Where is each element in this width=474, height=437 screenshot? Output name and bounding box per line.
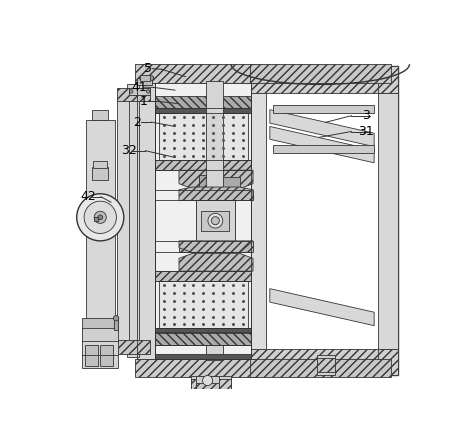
Bar (155, 354, 251, 359)
Bar (155, 83, 251, 359)
Bar (135, 64, 256, 83)
Circle shape (77, 194, 124, 241)
Bar (128, 88, 150, 94)
Polygon shape (179, 187, 253, 201)
Circle shape (145, 76, 149, 80)
Text: 1: 1 (140, 95, 147, 108)
Bar (155, 96, 251, 110)
Bar (82, 318, 118, 330)
Circle shape (113, 316, 119, 321)
Bar (179, 241, 253, 252)
Bar (196, 201, 235, 241)
Text: 5: 5 (144, 62, 152, 75)
Polygon shape (179, 253, 253, 271)
Bar (199, 175, 219, 189)
Bar (155, 332, 251, 345)
Bar (82, 341, 118, 368)
Bar (140, 75, 150, 81)
Circle shape (211, 217, 219, 225)
Bar (377, 66, 398, 93)
Bar (155, 160, 251, 170)
Bar (137, 78, 152, 85)
Text: 41: 41 (131, 80, 147, 94)
Bar (155, 271, 251, 281)
Bar (196, 383, 219, 389)
Polygon shape (270, 126, 374, 163)
Bar (196, 201, 235, 241)
Bar (117, 88, 150, 101)
Bar (137, 83, 155, 359)
Polygon shape (179, 170, 253, 189)
Bar (159, 113, 248, 160)
Bar (377, 349, 398, 375)
Bar (250, 64, 391, 83)
Bar (91, 110, 109, 120)
Bar (117, 100, 128, 342)
Circle shape (98, 215, 102, 220)
Circle shape (140, 76, 145, 80)
Text: 42: 42 (80, 190, 96, 203)
Bar (196, 376, 219, 389)
Text: 31: 31 (358, 125, 374, 138)
Bar (191, 379, 231, 389)
Polygon shape (250, 66, 398, 375)
Text: 3: 3 (362, 109, 370, 122)
Bar (94, 217, 98, 222)
Circle shape (129, 90, 133, 93)
Bar (155, 108, 251, 113)
Bar (179, 190, 253, 201)
Bar (155, 328, 251, 333)
Bar (91, 167, 109, 180)
Bar (86, 120, 115, 320)
Bar (250, 349, 398, 375)
Bar (100, 345, 113, 366)
Bar (317, 358, 336, 372)
Bar (93, 161, 107, 167)
Bar (135, 359, 256, 377)
Bar (250, 359, 391, 377)
Bar (201, 211, 229, 231)
Bar (206, 81, 223, 361)
Bar (114, 316, 118, 330)
Bar (85, 345, 98, 366)
Text: 32: 32 (121, 144, 137, 157)
Bar (199, 177, 219, 191)
Bar (219, 177, 239, 191)
Circle shape (146, 90, 150, 93)
Circle shape (84, 201, 117, 233)
Bar (377, 93, 398, 349)
Bar (159, 281, 248, 328)
Bar (82, 328, 118, 342)
Bar (250, 66, 398, 93)
Bar (128, 88, 150, 94)
Bar (273, 145, 374, 153)
Polygon shape (179, 241, 253, 253)
Bar (191, 376, 231, 389)
Circle shape (208, 213, 223, 228)
Bar (317, 355, 336, 375)
Bar (117, 340, 150, 354)
Bar (127, 84, 138, 357)
Text: 2: 2 (133, 116, 141, 128)
Circle shape (149, 76, 154, 80)
Bar (250, 93, 266, 349)
Circle shape (94, 211, 106, 223)
Polygon shape (270, 110, 374, 147)
Polygon shape (270, 289, 374, 326)
Circle shape (202, 375, 213, 385)
Bar (273, 104, 374, 113)
